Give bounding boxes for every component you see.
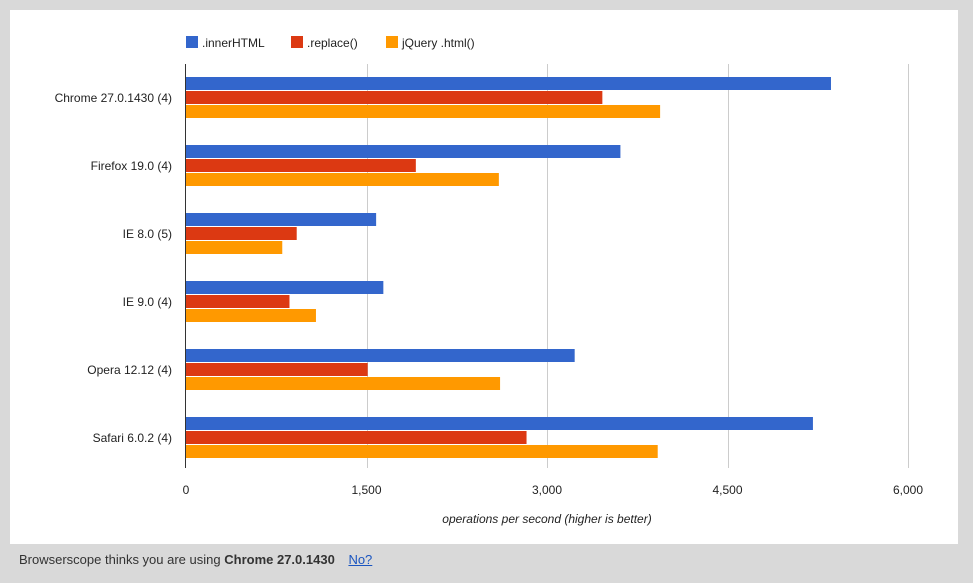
bar-jquery-html (186, 241, 283, 254)
bar-replace (186, 431, 527, 444)
bar-jquery-html (186, 377, 501, 390)
bar-innerhtml (186, 281, 384, 294)
category-label: IE 8.0 (5) (123, 227, 172, 241)
category-label: Firefox 19.0 (4) (91, 159, 172, 173)
bar-jquery-html (186, 309, 316, 322)
bar-innerhtml (186, 349, 575, 362)
bar-chart: Chrome 27.0.1430 (4) Firefox 19.0 (4) IE 8… (55, 36, 923, 526)
category-label: Chrome 27.0.1430 (4) (55, 91, 172, 105)
detected-browser: Chrome 27.0.1430 (224, 552, 335, 567)
legend-label: .replace() (307, 36, 358, 50)
bar-jquery-html (186, 105, 661, 118)
footer-prefix: Browserscope thinks you are using (19, 552, 221, 567)
x-tick-label: 4,500 (712, 483, 742, 497)
category-label: Safari 6.0.2 (4) (93, 431, 172, 445)
x-tick-label: 0 (183, 483, 190, 497)
bar-innerhtml (186, 417, 813, 430)
bar-jquery-html (186, 173, 499, 186)
legend-swatch (186, 36, 198, 48)
legend-label: .innerHTML (202, 36, 265, 50)
category-label: Opera 12.12 (4) (87, 363, 172, 377)
bar-replace (186, 91, 603, 104)
bar-replace (186, 295, 290, 308)
bar-replace (186, 227, 297, 240)
legend-label: jQuery .html() (401, 36, 475, 50)
bar-innerhtml (186, 77, 831, 90)
not-my-browser-link[interactable]: No? (348, 552, 373, 567)
bar-innerhtml (186, 213, 377, 226)
x-tick-label: 6,000 (893, 483, 923, 497)
legend-swatch (291, 36, 303, 48)
legend-swatch (386, 36, 398, 48)
x-tick-label: 3,000 (532, 483, 562, 497)
browser-detection-footer: Browserscope thinks you are using Chrome… (19, 550, 372, 570)
category-label: IE 9.0 (4) (123, 295, 172, 309)
bar-replace (186, 363, 368, 376)
bar-jquery-html (186, 445, 658, 458)
bar-innerhtml (186, 145, 621, 158)
x-axis-title: operations per second (higher is better) (442, 512, 651, 526)
bar-replace (186, 159, 416, 172)
x-tick-label: 1,500 (351, 483, 381, 497)
